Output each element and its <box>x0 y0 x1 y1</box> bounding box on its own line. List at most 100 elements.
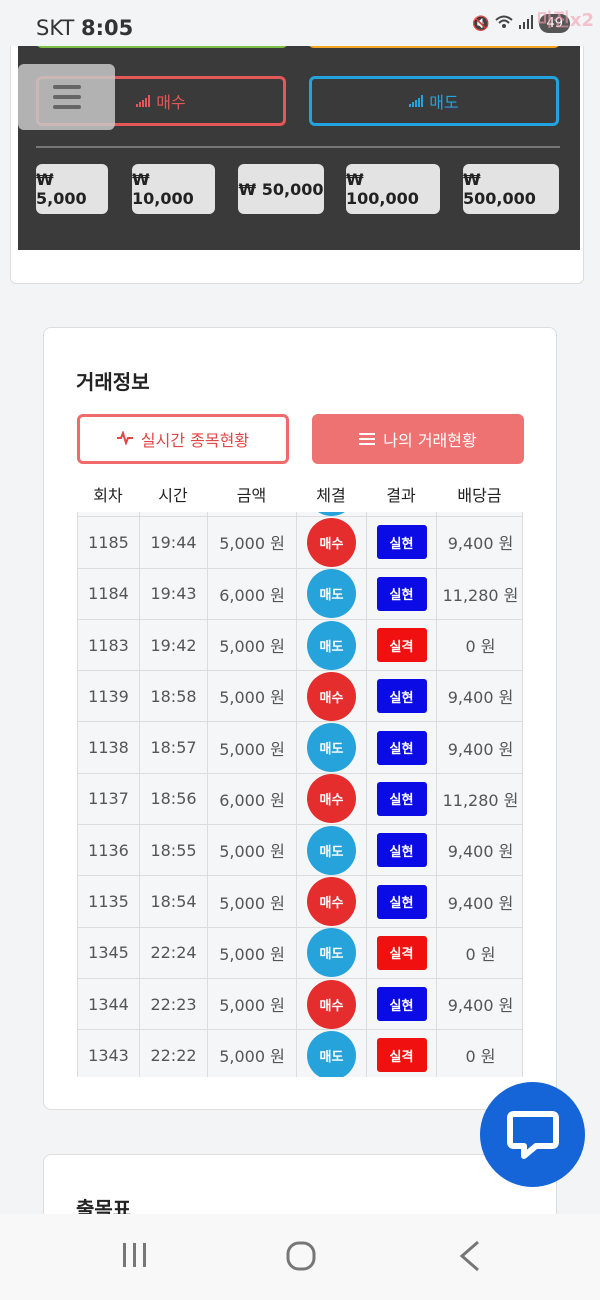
cell-result: 실현 <box>367 568 437 619</box>
result-badge: 실현 <box>376 884 427 919</box>
cell-round: 1139 <box>78 671 140 722</box>
cell-round: 1344 <box>78 978 140 1030</box>
cell-time: 18:58 <box>140 671 208 722</box>
cell-time: 19:42 <box>140 619 208 671</box>
col-result: 결과 <box>386 486 416 505</box>
cell-amount: 5,000 원 <box>208 671 297 722</box>
cell-round: 1137 <box>78 773 140 825</box>
tab-live-label: 실시간 종목현황 <box>140 431 250 450</box>
cell-fill: 매도 <box>297 722 367 773</box>
amount-button-5000[interactable]: ₩ 5,000 <box>36 164 108 214</box>
result-badge: 실격 <box>376 628 427 663</box>
status-carrier: SKT 8:05 <box>36 16 133 40</box>
cell-payout: 0 원 <box>437 512 522 516</box>
cell-result: 실현 <box>367 517 437 568</box>
hamburger-menu-icon[interactable] <box>18 64 115 130</box>
cell-payout: 0 원 <box>465 944 496 964</box>
col-fill: 체결 <box>316 486 346 505</box>
signal-bars-icon <box>136 95 151 107</box>
cell-result: 실현 <box>367 671 437 722</box>
cell-payout: 0 원 <box>465 1047 496 1067</box>
amount-button-10000[interactable]: ₩ 10,000 <box>132 164 215 214</box>
fill-badge: 매도 <box>307 825 356 875</box>
cell-fill: 매도 <box>297 825 367 876</box>
fill-badge: 매수 <box>307 979 356 1029</box>
fill-badge: 매수 <box>307 671 356 721</box>
cell-fill: 매수 <box>297 876 367 927</box>
fill-badge: 매도 <box>307 512 356 516</box>
cell-round: 1343 <box>78 1030 140 1077</box>
cell-time: 18:57 <box>140 722 208 773</box>
cell-time: 19:45 <box>140 512 208 517</box>
table-row: 1344 22:23 5,000 원 매수 실현 9,400 원 <box>78 978 522 1031</box>
amount-button-50000[interactable]: ₩ 50,000 <box>238 164 324 214</box>
table-row: 1184 19:43 6,000 원 매도 실현 11,280 원 <box>78 568 522 620</box>
cell-payout: 9,400 원 <box>447 893 514 913</box>
col-round: 회차 <box>93 486 123 505</box>
cell-time: 19:43 <box>140 568 208 619</box>
result-badge: 실현 <box>376 987 427 1022</box>
result-badge: 실현 <box>376 730 427 765</box>
signal-bars-icon <box>409 95 424 107</box>
cell-payout: 9,400 원 <box>447 688 514 708</box>
cell-amount: 5,000 원 <box>208 1030 297 1077</box>
tab-live-status[interactable]: 실시간 종목현황 <box>77 414 289 464</box>
chat-bubble-icon[interactable] <box>480 1082 585 1187</box>
col-time: 시간 <box>158 486 188 505</box>
cell-amount: 5,000 원 <box>208 722 297 773</box>
fill-badge: 매수 <box>307 877 356 927</box>
cell-round: 1186 <box>78 512 140 517</box>
cell-time: 18:56 <box>140 773 208 825</box>
sell-label: 매도 <box>429 93 459 112</box>
amount-button-500000[interactable]: ₩ 500,000 <box>463 164 559 214</box>
watermark-logo: 마진x2 <box>536 10 594 31</box>
fill-badge: 매도 <box>307 620 356 670</box>
cell-fill: 매수 <box>297 671 367 722</box>
fill-badge: 매도 <box>307 569 356 619</box>
cell-amount: 6,000 원 <box>208 568 297 619</box>
recent-apps-icon[interactable] <box>120 1240 150 1274</box>
cell-result: 실현 <box>367 876 437 927</box>
cell-result: 실격 <box>367 512 437 517</box>
result-badge: 실현 <box>376 833 427 868</box>
table-row: 1135 18:54 5,000 원 매수 실현 9,400 원 <box>78 876 522 928</box>
cell-payout: 9,400 원 <box>447 842 514 862</box>
cell-payout: 9,400 원 <box>447 996 514 1016</box>
amount-button-100000[interactable]: ₩ 100,000 <box>346 164 440 214</box>
cell-fill: 매도 <box>297 1030 367 1077</box>
home-icon[interactable] <box>285 1240 317 1276</box>
cell-amount: 5,000 원 <box>208 619 297 671</box>
cell-result: 실현 <box>367 978 437 1030</box>
status-time: 8:05 <box>81 16 134 40</box>
back-icon[interactable] <box>458 1240 482 1276</box>
cell-amount: 5,000 원 <box>208 978 297 1030</box>
cell-time: 19:44 <box>140 517 208 568</box>
cell-payout: 0 원 <box>465 637 496 657</box>
fill-badge: 매도 <box>307 1030 356 1077</box>
pulse-icon <box>116 429 133 449</box>
result-badge: 실격 <box>376 1038 427 1073</box>
tab-mine-label: 나의 거래현황 <box>383 431 477 450</box>
table-row: 118619:455,000 원 매도 실격0 원 <box>78 512 522 518</box>
battery-level: 49 <box>539 14 570 33</box>
fill-badge: 매도 <box>307 723 356 773</box>
mute-icon: 🔇 <box>472 15 490 32</box>
cell-result: 실격 <box>367 927 437 978</box>
cell-result: 실격 <box>367 619 437 671</box>
cell-time: 18:55 <box>140 825 208 876</box>
cell-round: 1136 <box>78 825 140 876</box>
col-payout: 배당금 <box>457 486 502 505</box>
sell-button[interactable]: 매도 <box>309 76 559 126</box>
cell-time: 22:24 <box>140 927 208 978</box>
result-badge: 실현 <box>376 525 427 560</box>
cell-amount: 5,000 원 <box>208 512 297 517</box>
tab-my-trades[interactable]: 나의 거래현황 <box>312 414 524 464</box>
result-badge: 실현 <box>376 576 427 611</box>
cell-amount: 5,000 원 <box>208 517 297 568</box>
status-icons: 🔇 49 <box>472 14 570 33</box>
trade-info-card: 거래정보 실시간 종목현황 나의 거래현황 회차 시간 금액 체결 결과 배당금… <box>43 327 557 1110</box>
buy-label: 매수 <box>156 93 186 112</box>
cell-round: 1345 <box>78 927 140 978</box>
